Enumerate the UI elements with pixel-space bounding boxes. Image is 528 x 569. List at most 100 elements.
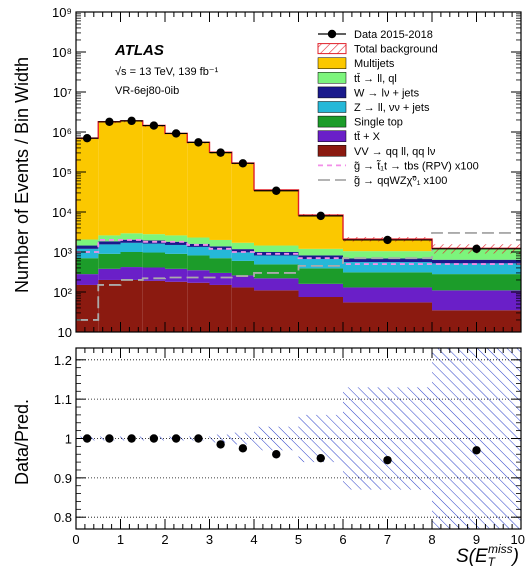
legend-label-6: Single top xyxy=(354,117,403,129)
stack-bar-multijets-3 xyxy=(142,125,165,235)
stack-bar-ttbar-5 xyxy=(187,237,210,244)
stack-bar-vv-6 xyxy=(209,284,232,332)
stack-bar-multijets-2 xyxy=(120,120,143,234)
stack-bar-zjets-6 xyxy=(209,249,232,259)
y-top-tick-label-0: 10 xyxy=(58,325,72,340)
stack-bar-multijets-6 xyxy=(209,152,232,240)
legend-swatch-ttbar xyxy=(317,72,347,84)
legend-label-2: Multijets xyxy=(354,58,395,70)
x-tick-label-5: 5 xyxy=(295,532,302,547)
stack-bar-ttx-7 xyxy=(231,275,254,288)
stack-bar-zjets-7 xyxy=(231,252,254,261)
y-top-tick-label-4: 10⁵ xyxy=(52,165,72,180)
x-tick-label-6: 6 xyxy=(339,532,346,547)
y-top-tick-label-5: 10⁶ xyxy=(52,125,72,140)
legend-total-swatch xyxy=(317,43,347,55)
stack-bar-vv-0 xyxy=(76,284,99,332)
stack-bar-wjets-2 xyxy=(120,239,143,243)
x-tick-label-2: 2 xyxy=(161,532,168,547)
data-point-8 xyxy=(272,186,281,195)
data-point-2 xyxy=(127,116,136,126)
legend-entry-10: g̃ → qqWZχ̃⁰₁ x100 xyxy=(318,175,447,187)
atlas-label-block: ATLAS √s = 13 TeV, 139 fb⁻¹ VR-6ej80-0ib xyxy=(114,42,219,97)
ratio-point-0 xyxy=(82,434,92,443)
stack-bar-singletop-9 xyxy=(298,268,343,284)
ratio-point-9 xyxy=(316,453,325,463)
data-point-0 xyxy=(82,133,92,143)
stack-bar-vv-8 xyxy=(254,290,299,332)
region-label: VR-6ej80-0ib xyxy=(115,85,179,97)
ratio-band-11 xyxy=(432,348,521,529)
stack-bar-multijets-8 xyxy=(254,190,299,246)
stack-bar-vv-11 xyxy=(432,310,521,332)
stack-bar-zjets-2 xyxy=(120,242,143,252)
bottom-y-axis: 0.8 0.9 1 1.1 1.2 xyxy=(54,353,521,525)
legend-label-10: g̃ → qqWZχ̃⁰₁ x100 xyxy=(354,175,447,187)
stack-bar-wjets-7 xyxy=(231,249,254,253)
signal-line-0 xyxy=(76,239,521,265)
stack-bar-singletop-11 xyxy=(432,274,521,291)
ratio-point-10 xyxy=(383,455,392,465)
legend-swatch-multijets xyxy=(317,57,347,69)
stack-bar-wjets-9 xyxy=(298,255,343,259)
stack-bar-wjets-11 xyxy=(432,259,521,264)
ratio-band-10 xyxy=(343,387,432,490)
stack-bar-multijets-0 xyxy=(76,138,99,240)
legend-entry-6: Single top xyxy=(317,115,403,129)
x-tick-label-9: 9 xyxy=(473,532,480,547)
stack-bar-ttx-6 xyxy=(209,272,232,285)
stack-bar-singletop-10 xyxy=(343,272,432,288)
stack-bar-vv-7 xyxy=(231,287,254,332)
stack-bar-multijets-4 xyxy=(165,133,188,236)
stack-bar-wjets-0 xyxy=(76,245,99,249)
stack-bar-ttbar-1 xyxy=(98,235,121,242)
stack-bar-ttx-1 xyxy=(98,268,121,280)
stack-bar-ttbar-0 xyxy=(76,239,99,246)
y-bottom-tick-label-3: 1.1 xyxy=(54,392,72,407)
data-point-4 xyxy=(171,129,181,138)
stack-bar-ttbar-9 xyxy=(298,248,343,256)
stack-bar-ttbar-3 xyxy=(142,234,165,241)
y-bottom-tick-label-2: 1 xyxy=(65,432,72,447)
y-top-tick-label-8: 10⁹ xyxy=(52,5,72,20)
top-x-ticks xyxy=(75,12,522,332)
ratio-point-5 xyxy=(194,434,203,443)
legend-entry-7: tt̄ + X xyxy=(317,130,381,143)
stack-bar-wjets-4 xyxy=(165,241,188,245)
legend-label-0: Data 2015-2018 xyxy=(354,29,433,41)
stack-bar-multijets-1 xyxy=(98,121,121,236)
data-point-1 xyxy=(105,117,114,126)
stack-bar-vv-9 xyxy=(298,296,343,332)
legend-entry-8: VV → qq ll, qq lν xyxy=(317,145,436,158)
y-top-tick-label-1: 10² xyxy=(53,285,72,300)
background-stack xyxy=(76,120,521,332)
stack-bar-ttbar-8 xyxy=(254,245,299,252)
stack-bar-vv-2 xyxy=(120,279,143,332)
stack-bar-vv-1 xyxy=(98,279,121,332)
x-tick-label-3: 3 xyxy=(206,532,213,547)
legend-label-5: Z → ll, νν + jets xyxy=(354,102,430,114)
stack-bar-zjets-11 xyxy=(432,263,521,275)
legend-label-9: g̃ → t̃₁t → tbs (RPV) x100 xyxy=(354,160,479,173)
ratio-point-1 xyxy=(105,434,114,443)
stack-bar-ttbar-7 xyxy=(231,242,254,250)
stack-bar-multijets-5 xyxy=(187,142,210,238)
data-point-6 xyxy=(216,148,225,157)
stack-bar-ttx-0 xyxy=(76,274,99,285)
legend-swatch-vv xyxy=(317,145,347,157)
x-axis-label: S(ETmiss) xyxy=(456,542,519,569)
stack-bar-multijets-7 xyxy=(231,163,254,243)
y-bottom-tick-label-1: 0.9 xyxy=(54,471,72,486)
bottom-x-axis: 0 1 2 3 4 5 6 7 8 9 10 xyxy=(72,348,525,547)
legend-entry-2: Multijets xyxy=(317,57,395,70)
stack-bar-singletop-6 xyxy=(209,258,232,273)
y-bottom-tick-label-0: 0.8 xyxy=(54,510,72,525)
ratio-gridlines xyxy=(76,359,521,518)
data-point-7 xyxy=(238,159,248,168)
legend-swatch-wjets xyxy=(317,86,347,99)
stack-bar-ttx-4 xyxy=(165,268,188,282)
signal-lines xyxy=(76,232,521,321)
y-top-tick-label-6: 10⁷ xyxy=(53,85,72,100)
legend-entry-1: Total background xyxy=(317,43,438,56)
stack-bar-zjets-0 xyxy=(76,248,99,259)
